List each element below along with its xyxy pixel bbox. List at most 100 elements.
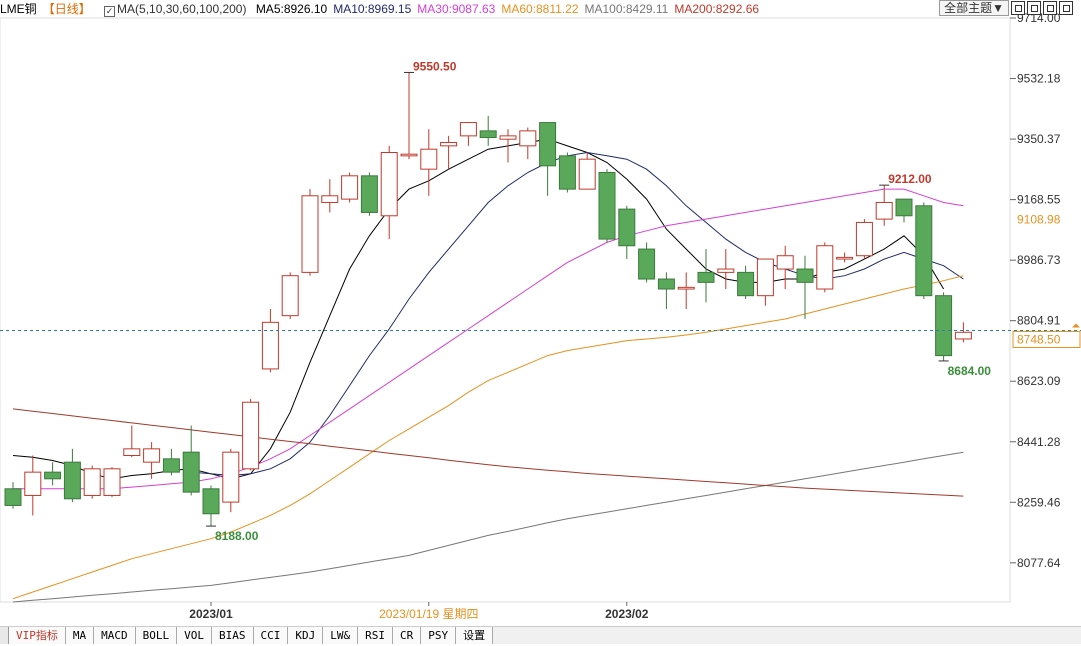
candle-body xyxy=(954,331,972,340)
period-label: 【日线】 xyxy=(42,2,91,16)
candle-body xyxy=(855,221,873,257)
candle-body xyxy=(479,130,497,139)
candle-body xyxy=(123,448,141,457)
ma-value-2: MA30:9087.63 xyxy=(417,2,496,16)
ma-value-3: MA60:8811.22 xyxy=(501,2,579,16)
candle-body xyxy=(261,321,279,370)
candle-body xyxy=(202,488,220,515)
candle-body xyxy=(341,175,359,200)
grid-icon[interactable] xyxy=(1011,1,1025,15)
indicator-tab-bar: VIP指标 MA MACD BOLL VOL BIAS CCI KDJ LW& RSI CR PSY 设… xyxy=(0,626,1081,644)
tab-4[interactable]: VOL xyxy=(177,627,212,644)
y-tick-label: 8077.64 xyxy=(1017,556,1061,570)
candle-body xyxy=(83,468,101,496)
candle-body xyxy=(400,153,418,157)
y-tick-label: 9168.55 xyxy=(1017,193,1061,207)
ma-line-ma100 xyxy=(12,451,964,603)
tab-8[interactable]: LW& xyxy=(323,627,359,644)
tab-6[interactable]: CCI xyxy=(253,627,289,644)
current-price-box xyxy=(1012,330,1081,348)
x-tick-label: 2023/02 xyxy=(605,607,649,621)
candle-body xyxy=(519,130,537,147)
chart-legend: LME铜 【日线】 ✓ MA(5,10,30,60,100,200) MA5:892… xyxy=(0,0,870,18)
y-tick-label: 9350.37 xyxy=(1017,132,1061,146)
candle-body xyxy=(281,275,299,317)
fullscreen-icon[interactable] xyxy=(1059,1,1073,15)
extreme-label: 8188.00 xyxy=(215,529,259,543)
theme-select-button[interactable]: 全部主题▼ xyxy=(939,0,1009,16)
tab-3[interactable]: BOLL xyxy=(135,627,178,644)
tab-12[interactable]: 设置 xyxy=(456,627,494,644)
candle-body xyxy=(420,148,438,170)
candle-body xyxy=(598,171,616,240)
candle-body xyxy=(915,205,933,297)
tab-1[interactable]: MA xyxy=(65,627,95,644)
candle-body xyxy=(836,256,854,260)
candle-body xyxy=(677,286,695,290)
candle-body xyxy=(499,135,517,140)
tab-0[interactable]: VIP指标 xyxy=(9,627,66,644)
x-tick-label: 2023/01 xyxy=(189,607,233,621)
y-tick-label: 8986.73 xyxy=(1017,253,1061,267)
candle-body xyxy=(657,278,675,290)
tab-11[interactable]: PSY xyxy=(421,627,457,644)
candle-body xyxy=(796,268,814,283)
candle-body xyxy=(321,195,339,203)
ma-value-0: MA5:8926.10 xyxy=(255,2,328,16)
x-tick-label: 2023/01/19 星期四 xyxy=(379,607,478,621)
chart-toolbar: 全部主题▼ xyxy=(939,0,1073,16)
candle-body xyxy=(143,448,161,463)
plot-area xyxy=(0,17,1011,603)
tab-10[interactable]: CR xyxy=(393,627,422,644)
candle-body xyxy=(380,152,398,217)
y-tick-label: 8441.28 xyxy=(1017,435,1061,449)
ma-value-4: MA100:8429.11 xyxy=(584,2,669,16)
price-arrow-icon xyxy=(1072,323,1080,328)
ma-value-5: MA200:8292.66 xyxy=(674,2,760,16)
ma-params: MA(5,10,30,60,100,200) xyxy=(117,2,247,16)
ma-value-badge: 9108.98 xyxy=(1017,212,1061,226)
candle-body xyxy=(459,122,477,137)
candle-body xyxy=(737,271,755,297)
zoom-out-icon[interactable] xyxy=(1043,1,1057,15)
candle-body xyxy=(558,155,576,190)
symbol-name: LME铜 xyxy=(0,2,37,16)
candle-body xyxy=(618,208,636,247)
candle-body xyxy=(816,245,834,290)
candle-body xyxy=(578,158,596,190)
extreme-label: 8684.00 xyxy=(948,364,992,378)
candle-body xyxy=(756,258,774,297)
extreme-label: 9212.00 xyxy=(888,172,932,186)
tab-9[interactable]: RSI xyxy=(358,627,393,644)
candle-body xyxy=(935,295,953,357)
candlestick-chart[interactable]: 9714.009532.189350.379168.558986.738804.… xyxy=(0,0,1081,626)
candle-body xyxy=(44,471,62,480)
candle-body xyxy=(63,461,81,500)
candle-body xyxy=(776,255,794,270)
tab-2[interactable]: MACD xyxy=(94,627,136,644)
candle-body xyxy=(24,471,42,496)
zoom-in-icon[interactable] xyxy=(1027,1,1041,15)
candle-body xyxy=(301,195,319,273)
y-tick-label: 9532.18 xyxy=(1017,72,1061,86)
candle-body xyxy=(895,198,913,217)
tab-5[interactable]: BIAS xyxy=(212,627,254,644)
ma-line-ma30 xyxy=(13,188,964,490)
candle-body xyxy=(638,248,656,280)
candle-body xyxy=(440,142,458,147)
candle-body xyxy=(103,468,121,496)
ma-value-1: MA10:8969.15 xyxy=(333,2,412,16)
tab-7[interactable]: KDJ xyxy=(288,627,324,644)
ma-line-ma200 xyxy=(12,408,964,497)
y-tick-label: 8623.09 xyxy=(1017,374,1061,388)
tab-bar-scroll-left[interactable] xyxy=(0,627,9,644)
candle-body xyxy=(222,451,240,503)
candle-body xyxy=(4,488,22,506)
candle-body xyxy=(182,451,200,493)
extreme-label: 9550.50 xyxy=(413,59,457,73)
ma-toggle-checkbox[interactable]: ✓ xyxy=(104,6,116,17)
candle-body xyxy=(360,175,378,213)
candle-body xyxy=(875,201,893,220)
candle-body xyxy=(717,268,735,273)
candle-body xyxy=(697,271,715,283)
